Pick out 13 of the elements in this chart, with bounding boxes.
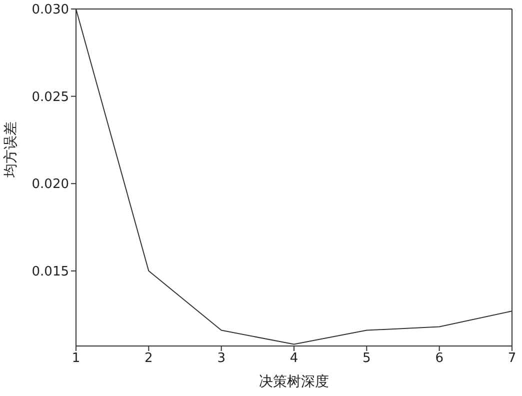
x-tick-label: 6 (435, 351, 444, 366)
y-axis-title: 均方误差 (2, 122, 19, 178)
x-tick-label: 4 (290, 351, 298, 366)
y-tick-label: 0.030 (32, 2, 69, 18)
y-tick-label: 0.015 (32, 264, 69, 280)
x-tick-label: 1 (72, 351, 80, 366)
x-axis-title: 决策树深度 (259, 374, 329, 390)
x-tick-label: 3 (217, 351, 226, 366)
x-tick-label: 2 (144, 351, 153, 366)
x-tick-label: 7 (508, 351, 516, 366)
y-tick-label: 0.025 (32, 90, 69, 105)
y-tick-label: 0.020 (32, 177, 69, 192)
x-tick-label: 5 (362, 351, 371, 366)
